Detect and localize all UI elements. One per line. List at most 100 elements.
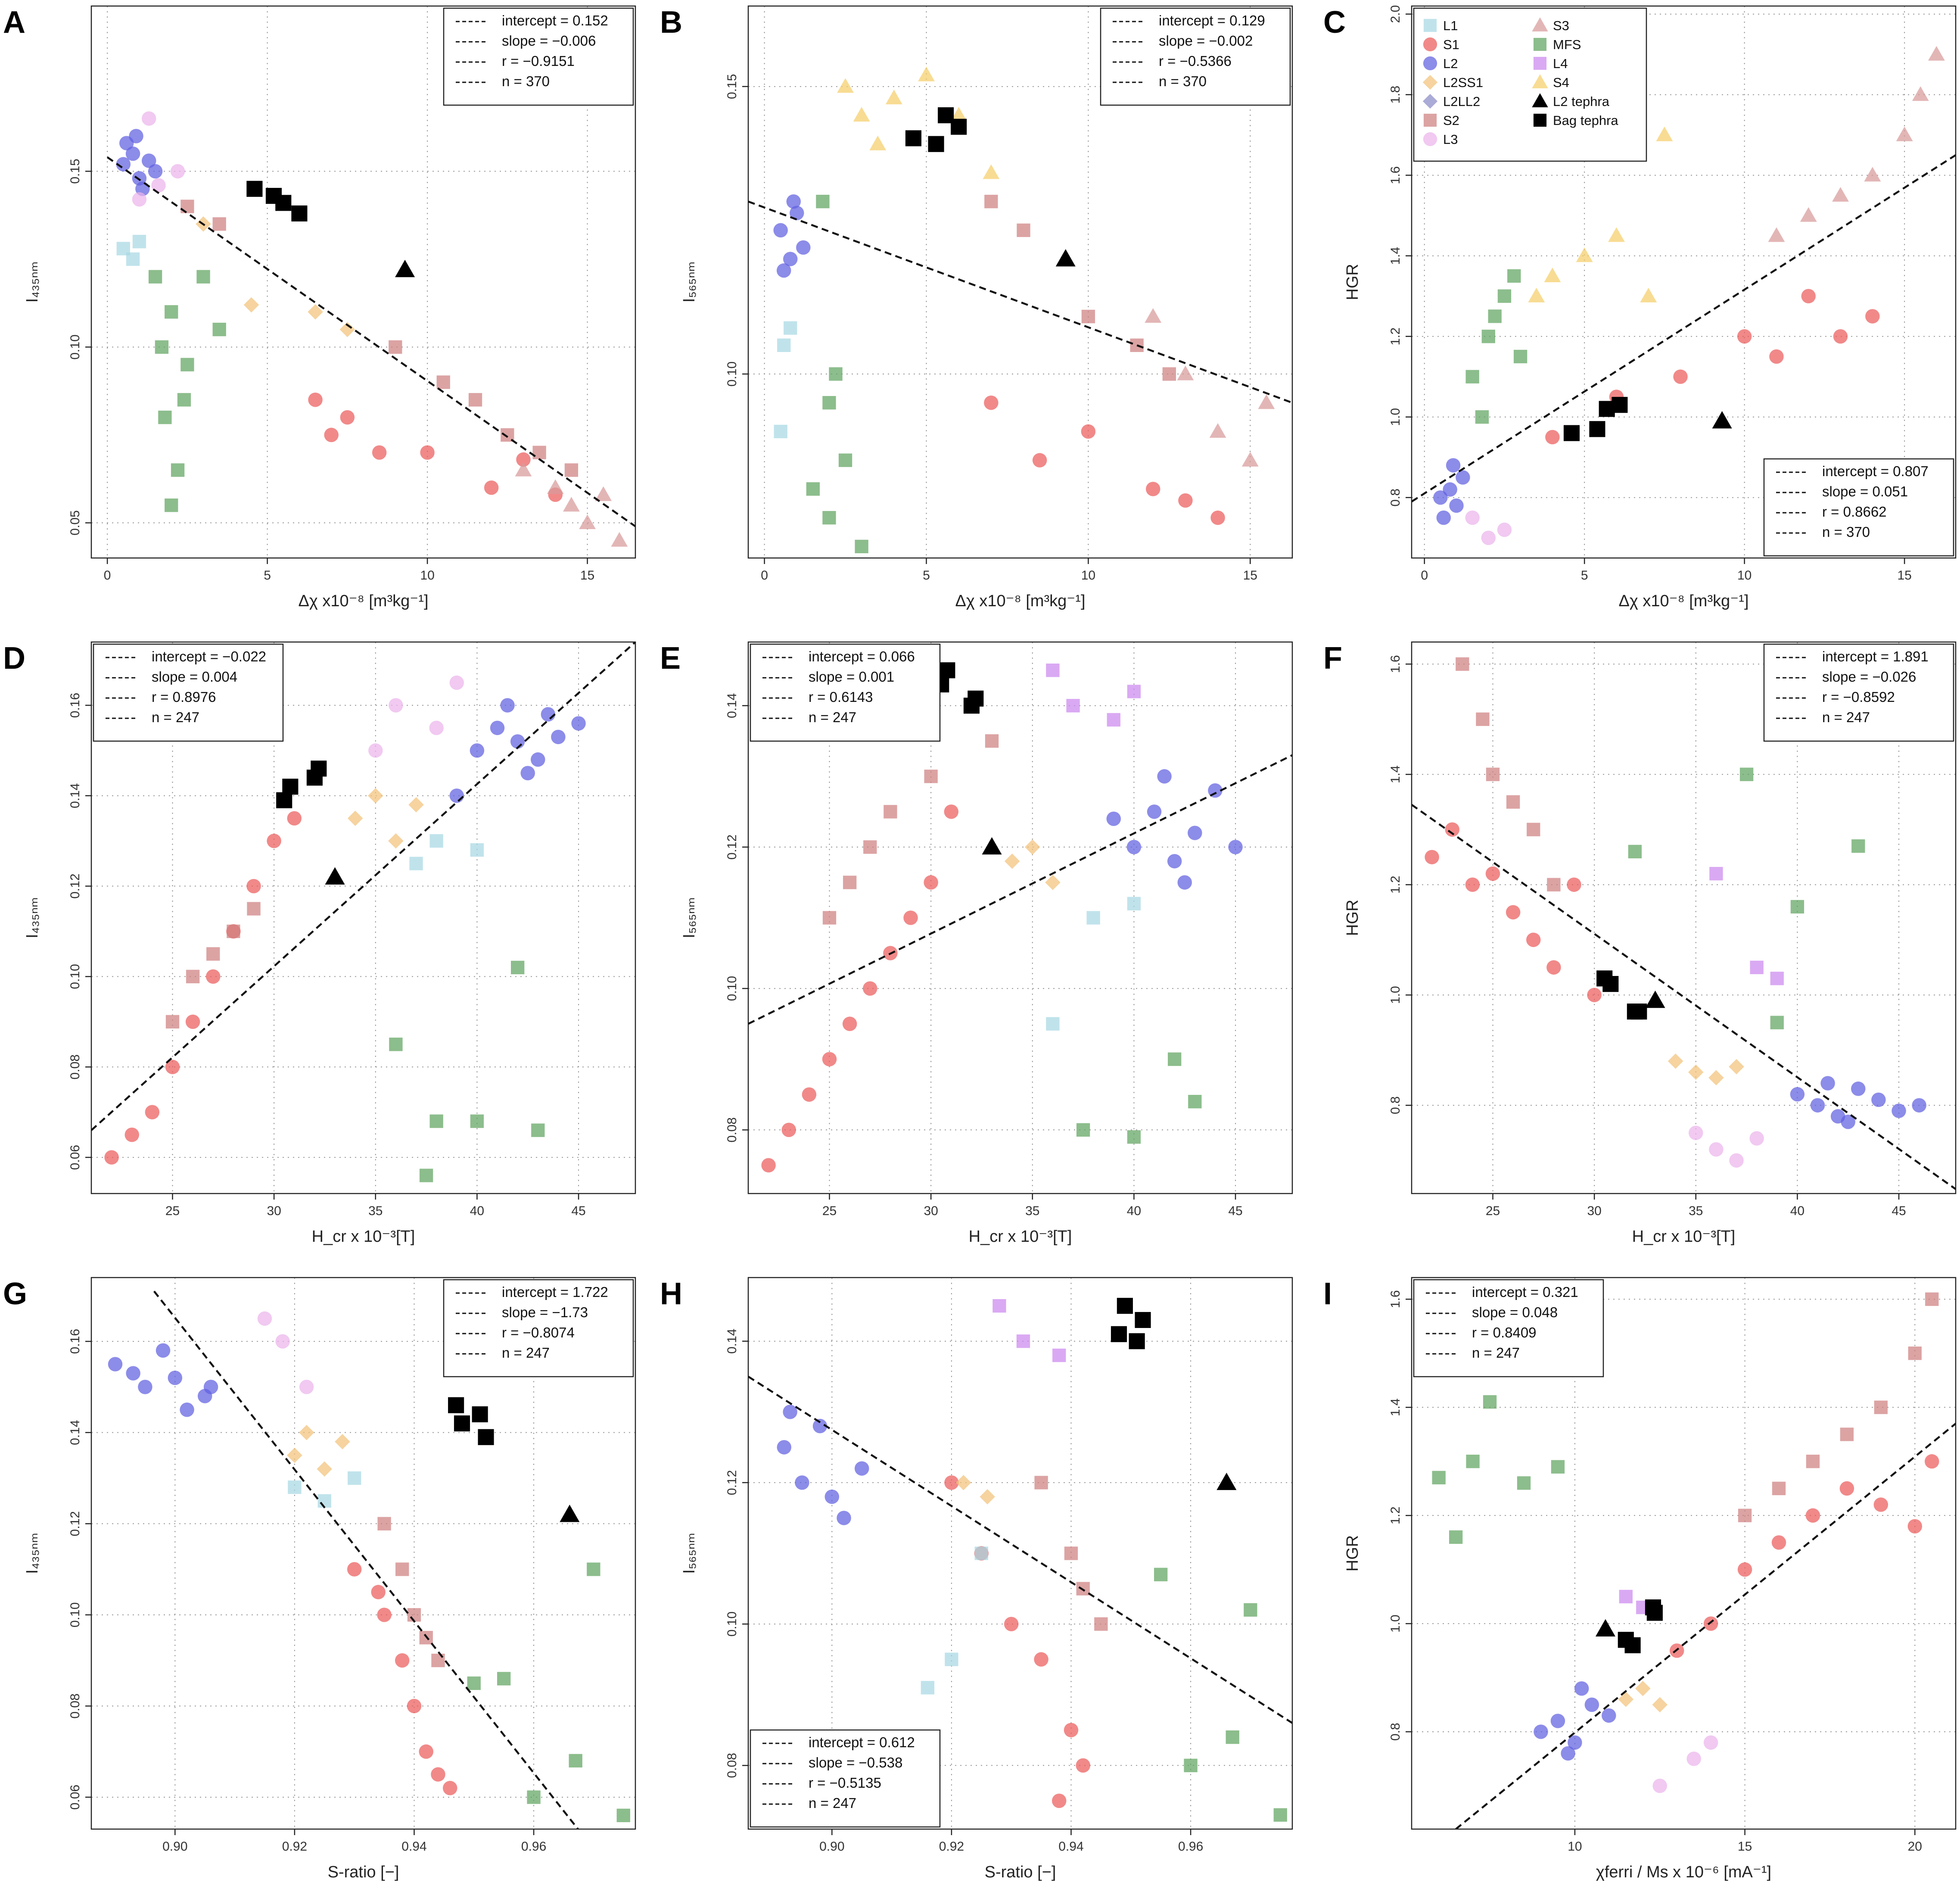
point-l2 <box>541 707 556 722</box>
y-tick-label: 0.15 <box>68 159 82 184</box>
stats-legend-box: intercept = 1.891 slope = −0.026 r = −0.85… <box>1763 643 1954 742</box>
point-l2 <box>783 1405 797 1419</box>
y-axis-label: I₄₃₅ₙₘ <box>23 897 41 938</box>
x-tick-label: 45 <box>1892 1204 1906 1218</box>
point-l2 <box>1443 482 1457 497</box>
y-axis-label: HGR <box>1344 1535 1362 1571</box>
point-s1 <box>104 1150 119 1165</box>
point-l2 <box>470 743 485 758</box>
x-tick-label: 40 <box>1790 1204 1804 1218</box>
point-bag-tephra <box>968 690 984 707</box>
point-l2ss1 <box>1045 875 1061 890</box>
point-mfs <box>1517 1476 1531 1490</box>
point-s4 <box>950 107 968 122</box>
y-tick-label: 1.0 <box>1388 1615 1403 1633</box>
point-mfs <box>1432 1471 1446 1484</box>
y-tick-label: 0.12 <box>68 1511 82 1536</box>
point-mfs <box>816 195 830 209</box>
legend-label: L2LL2 <box>1443 94 1480 109</box>
point-l2 <box>531 752 545 767</box>
x-tick-label: 35 <box>368 1204 383 1218</box>
y-tick-label: 0.8 <box>1388 1723 1403 1741</box>
point-mfs <box>1513 349 1528 364</box>
stats-entry: intercept = 1.891 <box>1822 648 1929 664</box>
y-tick-label: 0.10 <box>68 964 82 989</box>
point-l2-tephra <box>1645 990 1665 1008</box>
panel-c: 0 5 10 15 0.8 1.0 1.2 1.4 1.6 1.8 2.0 Δχ x10⁻⁸ [m³k… <box>1323 5 1957 610</box>
plot-frame <box>747 5 1293 559</box>
point-l2 <box>1456 470 1470 485</box>
point-s2 <box>822 911 837 925</box>
x-tick-label: 40 <box>470 1204 484 1218</box>
plot-frame <box>90 5 636 559</box>
stats-box-frame <box>1413 1279 1604 1378</box>
point-mfs <box>165 498 178 512</box>
point-l2 <box>824 1489 840 1504</box>
point-s4 <box>885 90 902 105</box>
point-s4 <box>1528 287 1545 302</box>
point-s2 <box>1094 1617 1108 1631</box>
point-mfs <box>1154 1568 1168 1581</box>
point-l3 <box>1481 530 1496 545</box>
point-s2 <box>212 217 226 231</box>
point-mfs <box>616 1808 630 1822</box>
stats-box-frame <box>443 1279 634 1378</box>
point-s2 <box>924 770 938 783</box>
x-tick-label: 5 <box>923 568 930 583</box>
point-l1 <box>1086 911 1100 925</box>
point-s3 <box>1177 365 1194 380</box>
stats-entry: slope = −0.006 <box>502 33 596 49</box>
stats-legend-box: intercept = 1.722 slope = −1.73 r = −0.807… <box>443 1279 634 1378</box>
y-axis-label: I₄₃₅ₙₘ <box>23 1533 41 1574</box>
y-tick-label: 1.6 <box>1388 655 1403 673</box>
y-tick-label: 1.6 <box>1388 1290 1403 1308</box>
point-s1 <box>1769 349 1784 364</box>
point-s1 <box>1032 453 1047 468</box>
point-l2 <box>790 206 804 221</box>
point-s1 <box>903 910 918 925</box>
point-l3 <box>1686 1752 1701 1766</box>
plot-frame <box>90 641 636 1194</box>
point-s2 <box>1874 1400 1888 1414</box>
point-l2ss1 <box>1708 1070 1724 1086</box>
point-l1 <box>945 1652 958 1666</box>
point-s1 <box>1210 510 1225 525</box>
point-mfs <box>1076 1123 1090 1137</box>
x-tick-label: 20 <box>1908 1839 1922 1854</box>
y-tick-label: 1.2 <box>1388 327 1403 346</box>
stats-box-frame <box>1763 458 1954 557</box>
point-s3 <box>1145 308 1162 323</box>
point-l1 <box>974 1546 988 1560</box>
y-axis-label: I₅₆₅ₙₘ <box>680 1533 698 1574</box>
point-l4 <box>992 1299 1006 1313</box>
point-s2 <box>1034 1476 1048 1490</box>
point-s1 <box>984 395 999 410</box>
x-tick-label: 10 <box>420 568 434 583</box>
y-tick-label: 0.06 <box>68 1785 82 1810</box>
panel-letter: G <box>3 1277 27 1311</box>
x-tick-label: 25 <box>1486 1204 1500 1218</box>
markers <box>761 662 1243 1173</box>
point-mfs <box>1466 1455 1480 1468</box>
point-s1 <box>1801 289 1816 303</box>
point-mfs <box>1127 1130 1141 1144</box>
markers <box>116 111 628 547</box>
legend-label: S4 <box>1553 75 1569 90</box>
point-s1 <box>1545 430 1560 445</box>
point-s3 <box>1896 126 1913 141</box>
point-l4 <box>1619 1590 1633 1604</box>
stats-entry: intercept = 0.152 <box>502 12 608 28</box>
point-l3 <box>1703 1735 1718 1750</box>
point-s1 <box>1865 309 1880 324</box>
point-l2 <box>125 146 140 161</box>
point-mfs <box>1475 410 1489 424</box>
stats-entry: r = −0.8074 <box>502 1325 575 1340</box>
panel-f: 25 30 35 40 45 0.8 1.0 1.2 1.4 1.6 H_cr x 10⁻³[T] H… <box>1323 641 1957 1246</box>
point-s2 <box>206 947 220 961</box>
y-tick-label: 1.4 <box>1388 1398 1403 1416</box>
x-axis-label: H_cr x 10⁻³[T] <box>1632 1228 1736 1246</box>
stats-box-frame <box>443 7 634 106</box>
point-mfs <box>527 1790 541 1804</box>
x-tick-label: 15 <box>1243 568 1257 583</box>
